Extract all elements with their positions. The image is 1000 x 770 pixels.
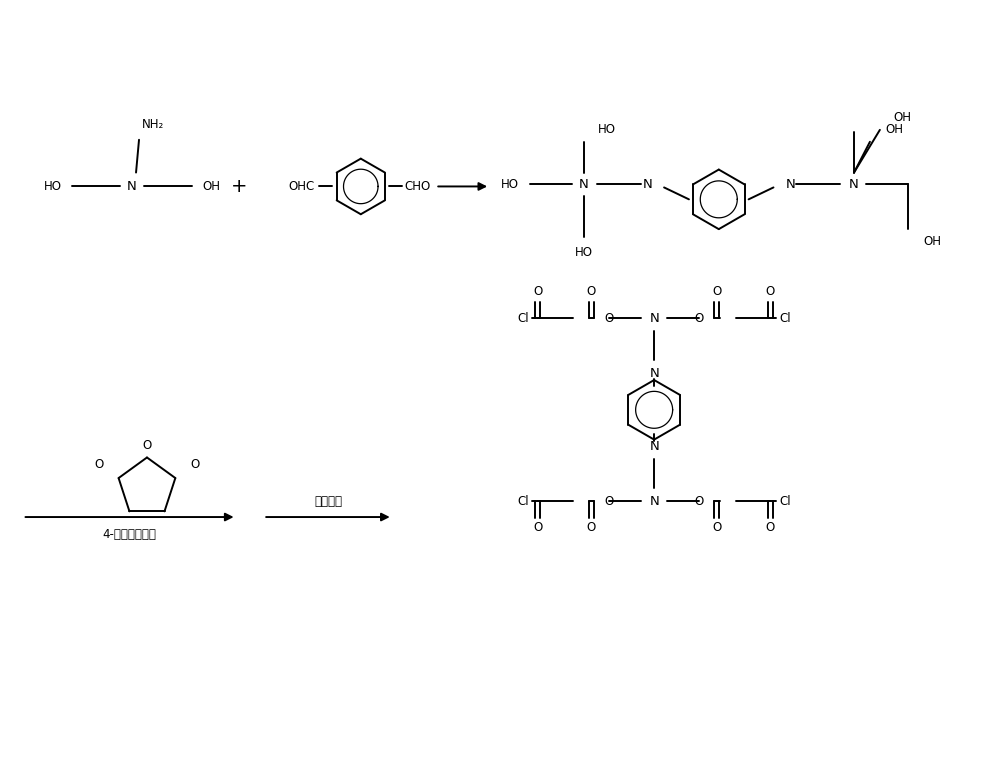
Text: OH: OH: [203, 180, 221, 193]
Text: OH: OH: [886, 123, 904, 136]
Text: Cl: Cl: [517, 494, 529, 507]
Text: O: O: [605, 312, 614, 325]
Text: N: N: [649, 367, 659, 380]
Text: N: N: [649, 312, 659, 325]
Text: Cl: Cl: [780, 494, 791, 507]
Text: O: O: [142, 439, 152, 452]
Text: O: O: [712, 521, 721, 534]
Text: HO: HO: [501, 178, 519, 191]
Text: N: N: [849, 178, 859, 191]
Text: NH₂: NH₂: [142, 119, 164, 132]
Text: N: N: [127, 180, 137, 193]
Text: O: O: [533, 285, 542, 298]
Text: N: N: [642, 178, 652, 191]
Text: O: O: [694, 494, 704, 507]
Text: O: O: [587, 521, 596, 534]
Text: O: O: [712, 285, 721, 298]
Text: Cl: Cl: [780, 312, 791, 325]
Text: O: O: [533, 521, 542, 534]
Text: OH: OH: [924, 235, 942, 247]
Text: 4-二甲氨基吵啊: 4-二甲氨基吵啊: [102, 528, 156, 541]
Text: O: O: [587, 285, 596, 298]
Text: O: O: [191, 458, 200, 471]
Text: Cl: Cl: [517, 312, 529, 325]
Text: N: N: [649, 440, 659, 453]
Text: O: O: [694, 312, 704, 325]
Text: N: N: [579, 178, 588, 191]
Text: HO: HO: [575, 246, 593, 259]
Text: CHO: CHO: [404, 180, 431, 193]
Text: O: O: [94, 458, 103, 471]
Text: 氯化亚砒: 氯化亚砒: [314, 494, 342, 507]
Text: O: O: [766, 285, 775, 298]
Text: OH: OH: [894, 112, 912, 125]
Text: O: O: [605, 494, 614, 507]
Text: HO: HO: [44, 180, 62, 193]
Text: OHC: OHC: [288, 180, 314, 193]
Text: HO: HO: [597, 123, 615, 136]
Text: O: O: [766, 521, 775, 534]
Text: +: +: [231, 177, 248, 196]
Text: N: N: [649, 494, 659, 507]
Text: N: N: [785, 178, 795, 191]
